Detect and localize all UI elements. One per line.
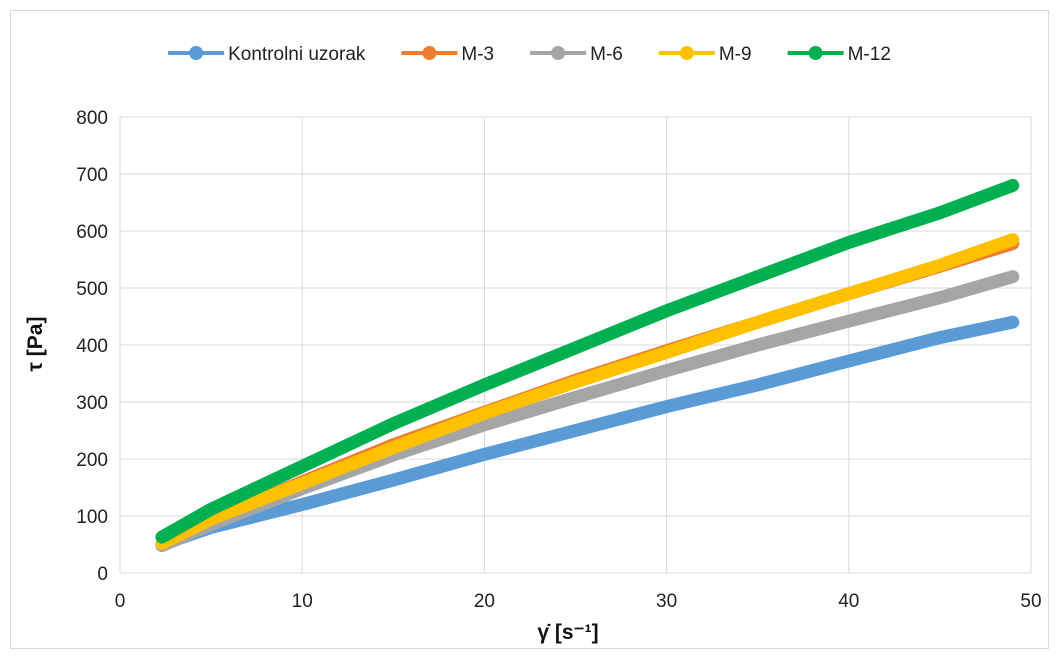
legend: Kontrolni uzorak M-3 M-6 M-9 M-12	[168, 44, 891, 65]
x-tick-label: 50	[1020, 591, 1041, 612]
x-tick-label: 30	[656, 591, 677, 612]
y-tick-label: 600	[76, 222, 108, 243]
series-line-3	[155, 233, 1020, 550]
y-axis-title: τ [Pa]	[24, 317, 47, 372]
x-tick-label: 0	[115, 591, 126, 612]
legend-swatch-marker	[808, 46, 823, 60]
series-line-0	[155, 315, 1020, 551]
legend-label: Kontrolni uzorak	[228, 44, 366, 65]
y-tick-labels: 0 100 200 300 400 500 600 700 800	[76, 108, 108, 585]
series-lines	[155, 178, 1020, 553]
legend-label: M-9	[719, 44, 752, 65]
x-tick-label: 10	[292, 591, 313, 612]
y-tick-label: 700	[76, 165, 108, 186]
y-tick-label: 400	[76, 336, 108, 357]
y-tick-label: 100	[76, 507, 108, 528]
y-tick-label: 800	[76, 108, 108, 129]
x-tick-label: 20	[474, 591, 495, 612]
x-tick-label: 40	[838, 591, 859, 612]
legend-swatch-marker	[679, 46, 694, 60]
series-line-4	[155, 178, 1020, 544]
legend-label: M-12	[848, 44, 891, 65]
chart-border	[10, 10, 1049, 649]
legend-swatch-marker	[422, 46, 437, 60]
legend-label: M-3	[461, 44, 494, 65]
y-tick-label: 500	[76, 279, 108, 300]
legend-swatch-marker	[551, 46, 566, 60]
legend-swatch-marker	[189, 46, 204, 60]
y-tick-label: 200	[76, 450, 108, 471]
y-tick-label: 300	[76, 393, 108, 414]
legend-label: M-6	[590, 44, 623, 65]
x-tick-labels: 0 10 20 30 40 50	[115, 591, 1042, 612]
x-axis-title: γ̇ [s⁻¹]	[537, 621, 598, 644]
y-tick-label: 0	[97, 564, 108, 585]
